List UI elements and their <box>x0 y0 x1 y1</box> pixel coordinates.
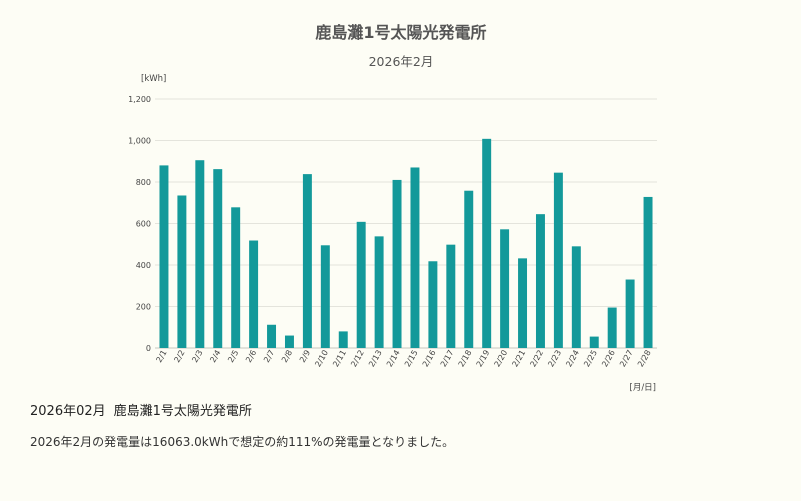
x-tick-label: 2/4 <box>208 349 222 365</box>
bar <box>320 245 330 348</box>
bar <box>518 258 528 348</box>
report-heading: 2026年02月 鹿島灘1号太陽光発電所 <box>30 400 252 419</box>
y-tick-label: 400 <box>136 261 151 270</box>
bar <box>392 179 402 348</box>
grid <box>155 98 657 349</box>
x-tick-label: 2/10 <box>313 349 330 369</box>
x-tick-label: 2/28 <box>636 349 653 369</box>
bar <box>302 174 312 348</box>
x-tick-label: 2/26 <box>600 349 617 369</box>
bar <box>338 331 348 348</box>
chart-title: 鹿島灘1号太陽光発電所 <box>315 23 486 42</box>
bar <box>607 307 617 348</box>
x-tick-label: 2/23 <box>546 349 563 369</box>
bar <box>500 229 510 348</box>
bar <box>410 167 420 348</box>
x-tick-label: 2/16 <box>421 349 438 369</box>
bar <box>464 190 474 348</box>
x-tick-label: 2/15 <box>403 349 420 369</box>
x-tick-label: 2/6 <box>244 349 258 365</box>
x-tick-label: 2/19 <box>475 349 492 369</box>
x-tick-label: 2/14 <box>385 349 402 369</box>
y-tick-label: 0 <box>146 344 151 353</box>
x-tick-label: 2/5 <box>226 349 240 365</box>
bar <box>446 244 456 348</box>
bar <box>213 169 223 348</box>
x-tick-label: 2/2 <box>172 349 186 365</box>
bar <box>159 165 169 348</box>
x-tick-label: 2/18 <box>457 349 474 369</box>
y-tick-label: 1,200 <box>128 95 151 104</box>
report-summary: 2026年2月の発電量は16063.0kWhで想定の約111%の発電量となりまし… <box>30 435 455 449</box>
x-tick-label: 2/9 <box>298 349 312 365</box>
y-tick-label: 1,000 <box>128 137 151 146</box>
x-tick-label: 2/3 <box>190 349 204 365</box>
bar <box>177 195 187 348</box>
bar <box>482 138 492 348</box>
x-tick-label: 2/25 <box>582 349 599 369</box>
bar <box>571 246 581 348</box>
x-tick-label: 2/11 <box>331 349 348 369</box>
x-tick-label: 2/24 <box>564 349 581 369</box>
x-tick-label: 2/7 <box>262 349 276 365</box>
bar <box>249 240 259 348</box>
x-tick-label: 2/12 <box>349 349 366 369</box>
bar <box>356 221 366 348</box>
x-axis-unit-label: [月/日] <box>630 383 657 393</box>
x-tick-label: 2/8 <box>280 349 294 365</box>
y-axis-ticks: 0 200 400 600 800 1,000 1,200 <box>128 95 151 353</box>
x-tick-label: 2/13 <box>367 349 384 369</box>
x-tick-label: 2/1 <box>154 349 168 365</box>
bar <box>643 196 653 348</box>
bar <box>625 279 635 348</box>
x-tick-label: 2/22 <box>528 349 545 369</box>
bar <box>428 261 438 348</box>
x-tick-label: 2/27 <box>618 349 635 369</box>
y-tick-label: 200 <box>136 303 151 312</box>
bar <box>195 160 205 348</box>
bar <box>231 207 241 348</box>
bar <box>589 336 599 348</box>
y-tick-label: 800 <box>136 178 151 187</box>
report-period: 2026年02月 <box>30 404 106 419</box>
bar <box>374 236 384 348</box>
bar-series <box>159 138 653 348</box>
y-tick-label: 600 <box>136 220 151 229</box>
y-axis-unit-label: [kWh] <box>141 74 166 84</box>
bar <box>284 335 294 348</box>
x-axis-ticks: 2/1 2/2 2/3 2/4 2/5 2/6 2/7 2/8 2/9 2/10 2/11 2/12 2… <box>154 349 652 369</box>
x-tick-label: 2/20 <box>493 349 510 369</box>
generation-bar-chart: 鹿島灘1号太陽光発電所 2026年2月 [kWh] 0 200 400 600 800 1… <box>128 23 657 393</box>
x-tick-label: 2/21 <box>510 349 527 369</box>
chart-subtitle: 2026年2月 <box>369 54 434 69</box>
bar <box>553 172 563 348</box>
report-station-name: 鹿島灘1号太陽光発電所 <box>113 404 252 419</box>
x-tick-label: 2/17 <box>439 349 456 369</box>
bar <box>535 214 545 348</box>
bar <box>267 324 277 348</box>
